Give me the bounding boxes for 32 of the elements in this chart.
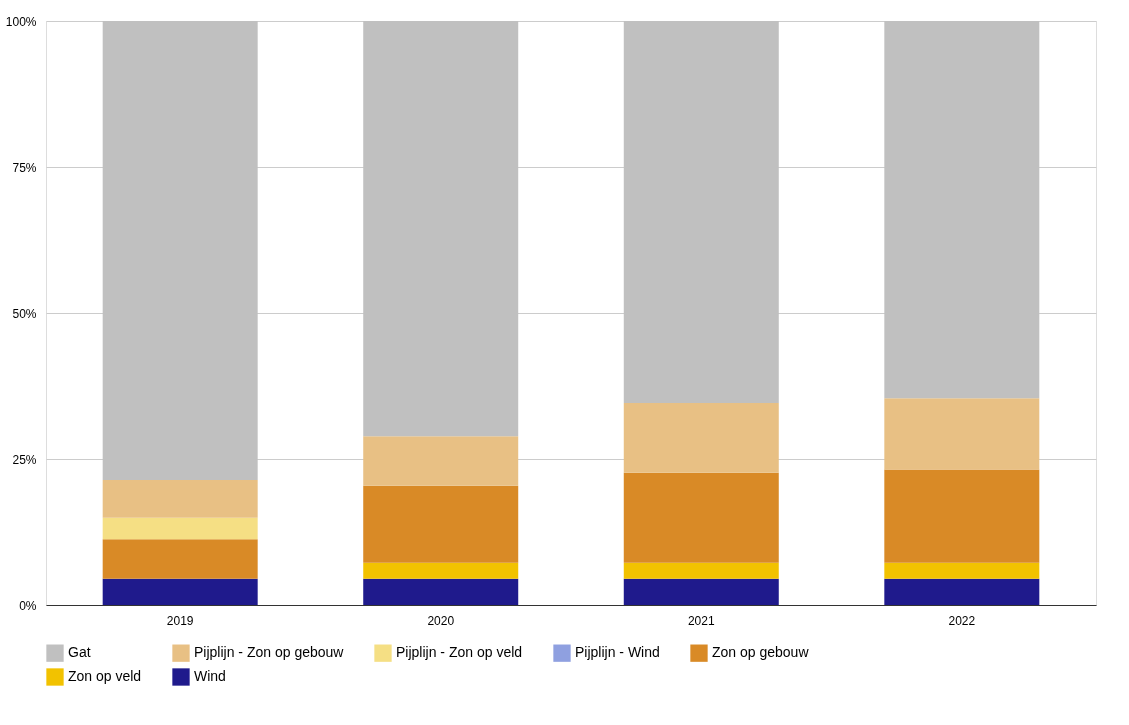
bar <box>623 578 779 605</box>
bar <box>884 469 1040 563</box>
legend-label: Zon op gebouw <box>712 644 810 661</box>
y-tick-label: 75% <box>12 160 37 175</box>
legend-label: Pijplijn - Zon op veld <box>396 644 523 661</box>
bar <box>623 472 779 563</box>
legend-label: Pijplijn - Zon op gebouw <box>194 644 345 661</box>
y-tick-label: 0% <box>19 598 37 613</box>
bar <box>102 539 258 579</box>
legend-label: Zon op veld <box>68 668 142 684</box>
x-tick-label: 2019 <box>166 613 194 628</box>
bar <box>363 485 519 563</box>
y-tick-label: 100% <box>5 14 37 29</box>
x-tick-label: 2022 <box>948 613 976 628</box>
bar <box>363 578 519 605</box>
bar <box>363 562 519 579</box>
legend-label: Pijplijn - Wind <box>575 644 660 661</box>
legend-label: Wind <box>194 668 226 684</box>
y-tick-label: 50% <box>12 306 37 321</box>
bar <box>623 562 779 579</box>
bar <box>102 517 258 540</box>
legend-label: Gat <box>68 644 91 661</box>
bar <box>102 480 258 518</box>
bar <box>884 398 1040 470</box>
bar <box>884 562 1040 579</box>
bar <box>102 578 258 605</box>
x-tick-label: 2021 <box>687 613 715 628</box>
bar <box>884 578 1040 605</box>
x-tick-label: 2020 <box>427 613 455 628</box>
bar <box>623 402 779 473</box>
bar <box>363 436 519 486</box>
y-tick-label: 25% <box>12 452 37 467</box>
